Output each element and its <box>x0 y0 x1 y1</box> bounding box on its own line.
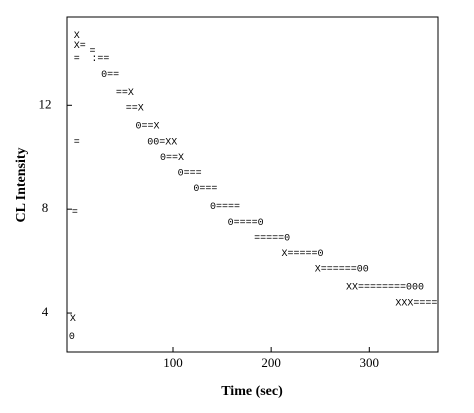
point-label: 0==X <box>160 153 184 164</box>
point-label: ==X <box>126 104 144 115</box>
point-label: X= <box>74 41 86 52</box>
point-label: 0== <box>101 70 119 81</box>
point-label: X=====0 <box>282 249 324 260</box>
x-tick-label: 100 <box>163 355 183 370</box>
point-label: = <box>74 54 80 65</box>
point-label: 0=== <box>193 184 217 195</box>
point-label: = <box>90 46 96 57</box>
point-label: 00=XX <box>147 137 177 148</box>
x-axis-label: Time (sec) <box>221 384 283 399</box>
y-axis-label: CL Intensity <box>14 147 29 222</box>
point-label: ==X <box>116 88 134 99</box>
point-label: X======00 <box>315 265 369 276</box>
y-tick-label: 4 <box>42 304 49 319</box>
x-tick-label: 200 <box>261 355 281 370</box>
point-label: 0==X <box>135 122 159 133</box>
point-label: 0==== <box>210 202 240 213</box>
y-tick-label: 8 <box>42 200 49 215</box>
point-label: XX========000 <box>346 283 424 294</box>
point-label: XXX==== <box>395 298 437 309</box>
point-label: :== <box>91 54 109 65</box>
point-label: 0====0 <box>228 218 264 229</box>
point-label: = <box>72 207 78 218</box>
x-tick-label: 300 <box>360 355 380 370</box>
point-label: 0 <box>69 332 75 343</box>
point-label: =====0 <box>254 233 290 244</box>
y-tick-label: 12 <box>39 96 52 111</box>
point-label: = <box>74 137 80 148</box>
point-label: X <box>70 314 76 325</box>
point-label: 0=== <box>178 168 202 179</box>
point-label: X <box>74 31 80 42</box>
plot-frame <box>66 16 439 353</box>
